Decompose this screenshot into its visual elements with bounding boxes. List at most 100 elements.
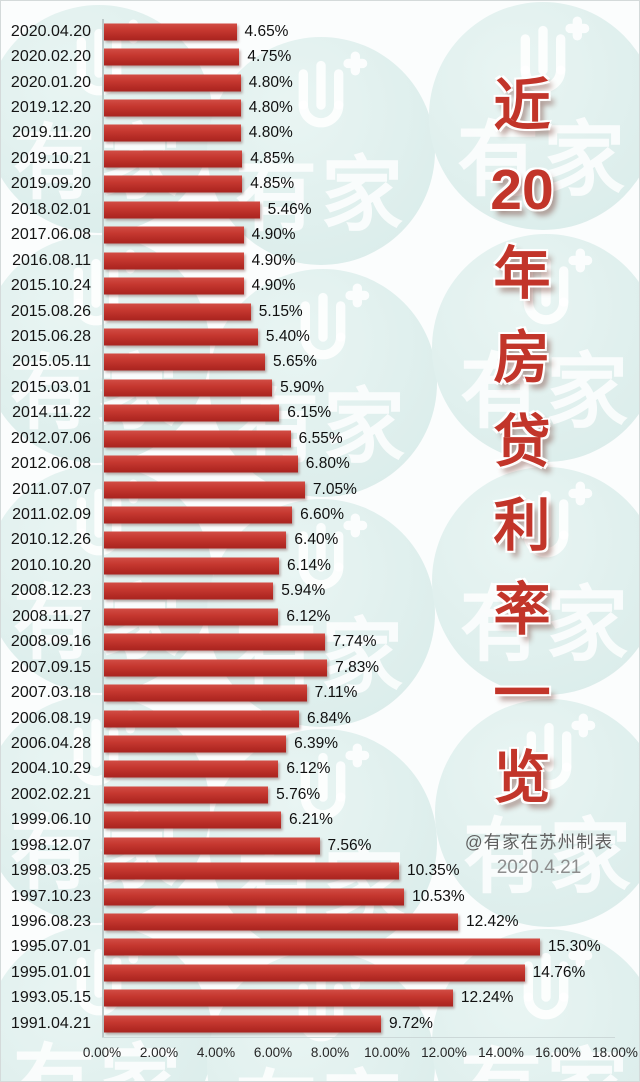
category-label: 2019.10.21: [10, 149, 91, 167]
bar-track: 10.53%: [102, 883, 639, 910]
bar: [104, 150, 243, 168]
bar: [104, 710, 299, 728]
value-label: 4.65%: [244, 22, 289, 40]
bar: [104, 506, 293, 524]
bar: [104, 74, 241, 92]
bar-row: 2008.12.23 5.94%: [1, 578, 639, 605]
title-char: 年: [493, 241, 551, 306]
bar-track: 4.80%: [102, 120, 639, 147]
value-label: 4.90%: [251, 226, 296, 244]
category-label: 2008.09.16: [10, 633, 91, 651]
category-label: 2007.09.15: [10, 658, 91, 676]
watermark-text: 有家: [234, 150, 408, 241]
bar-track: 4.80%: [102, 95, 639, 121]
watermark-text: 有家: [235, 1069, 407, 1082]
x-axis-line: [102, 1037, 615, 1038]
bar-track: 5.40%: [102, 324, 639, 350]
category-label: 1996.08.23: [10, 913, 91, 931]
bar: [104, 684, 307, 702]
watermark-text: 有家: [459, 580, 633, 671]
bar-track: 6.55%: [102, 426, 639, 452]
bar-track: 7.05%: [102, 476, 639, 503]
bar-row: 1999.06.10 6.21%: [1, 807, 639, 833]
x-tick-label: 16.00%: [535, 1045, 581, 1060]
bar-row: 2007.03.18 7.11%: [1, 680, 639, 706]
bar: [104, 557, 279, 575]
x-tick-label: 10.00%: [364, 1045, 410, 1060]
bar-track: 5.76%: [102, 782, 639, 808]
bar-track: 12.24%: [102, 985, 639, 1012]
bar-row: 2016.08.11 4.90%: [1, 247, 639, 274]
category-label: 2019.11.20: [12, 124, 91, 142]
bar-track: 6.40%: [102, 527, 639, 554]
bar-row: 2004.10.29 6.12%: [1, 756, 639, 783]
value-label: 5.15%: [258, 302, 303, 320]
bar-track: 4.75%: [102, 44, 639, 70]
x-tick-label: 2.00%: [139, 1045, 179, 1060]
credit-line: @有家在苏州制表: [464, 832, 614, 852]
value-label: 15.30%: [548, 938, 601, 956]
value-label: 6.12%: [286, 760, 331, 778]
category-label: 2016.08.11: [12, 251, 91, 269]
value-label: 6.14%: [286, 556, 331, 574]
bar-track: 15.30%: [102, 934, 639, 961]
bar-row: 2011.07.07 7.05%: [1, 476, 639, 503]
title-char: 房: [493, 325, 551, 390]
bar: [104, 837, 320, 855]
category-label: 2020.04.20: [10, 22, 91, 40]
bar: [104, 989, 453, 1007]
bar-row: 2007.09.15 7.83%: [1, 654, 639, 681]
value-label: 7.05%: [312, 480, 357, 498]
bar: [104, 938, 541, 956]
bar-row: 2012.06.08 6.80%: [1, 451, 639, 477]
value-label: 5.90%: [280, 378, 325, 396]
bar: [104, 862, 399, 880]
bar: [104, 303, 251, 321]
bar-row: 2006.08.19 6.84%: [1, 705, 639, 732]
value-label: 4.90%: [251, 251, 296, 269]
value-label: 4.80%: [248, 99, 293, 117]
watermark-circle: 有家: [207, 37, 435, 265]
category-label: 2019.09.20: [10, 175, 91, 193]
value-label: 6.39%: [294, 734, 339, 752]
bar-track: 6.15%: [102, 400, 639, 426]
category-label: 2020.02.20: [10, 48, 91, 66]
bar-track: 6.21%: [102, 807, 639, 833]
bar: [104, 404, 280, 422]
x-tick-label: 12.00%: [421, 1045, 467, 1060]
category-label: 2015.03.01: [10, 378, 91, 396]
bar-row: 1998.03.25 10.35%: [1, 858, 639, 884]
bar: [104, 786, 269, 804]
watermark-circle: 有家: [432, 234, 639, 462]
bar-row: 2019.12.20 4.80%: [1, 95, 639, 121]
watermark-text: 有家: [460, 1047, 632, 1082]
bar: [104, 23, 237, 41]
bar-track: 5.15%: [102, 298, 639, 325]
bar-row: 2018.02.01 5.46%: [1, 197, 639, 223]
value-label: 6.15%: [287, 404, 332, 422]
value-label: 4.90%: [251, 277, 296, 295]
bar-rows: 2020.04.20 4.65% 2020.02.20 4.75% 2020.0…: [1, 19, 639, 1037]
bar: [104, 430, 291, 448]
bar-track: 4.90%: [102, 273, 639, 299]
bar: [104, 1015, 381, 1033]
category-label: 1998.03.25: [10, 862, 91, 880]
youjia-hand-logo-icon: [298, 513, 368, 590]
value-label: 6.84%: [306, 709, 351, 727]
value-label: 14.76%: [532, 963, 586, 981]
category-label: 2020.01.20: [10, 73, 91, 91]
bar-track: 5.90%: [102, 375, 639, 401]
category-label: 2012.07.06: [10, 429, 91, 447]
bar-row: 2019.11.20 4.80%: [1, 120, 639, 147]
category-label: 2010.10.20: [10, 556, 91, 574]
bar-row: 2014.11.22 6.15%: [1, 400, 639, 426]
category-label: 2002.02.21: [10, 785, 91, 803]
value-label: 7.11%: [314, 684, 358, 702]
bar-track: 5.94%: [102, 578, 639, 605]
title-char: 一: [493, 661, 551, 726]
bar-row: 1997.10.23 10.53%: [1, 883, 639, 910]
youjia-hand-logo-icon: [300, 743, 370, 820]
watermark-text: 有家: [456, 115, 630, 206]
category-label: 1991.04.21: [10, 1014, 91, 1032]
bar: [104, 226, 244, 244]
